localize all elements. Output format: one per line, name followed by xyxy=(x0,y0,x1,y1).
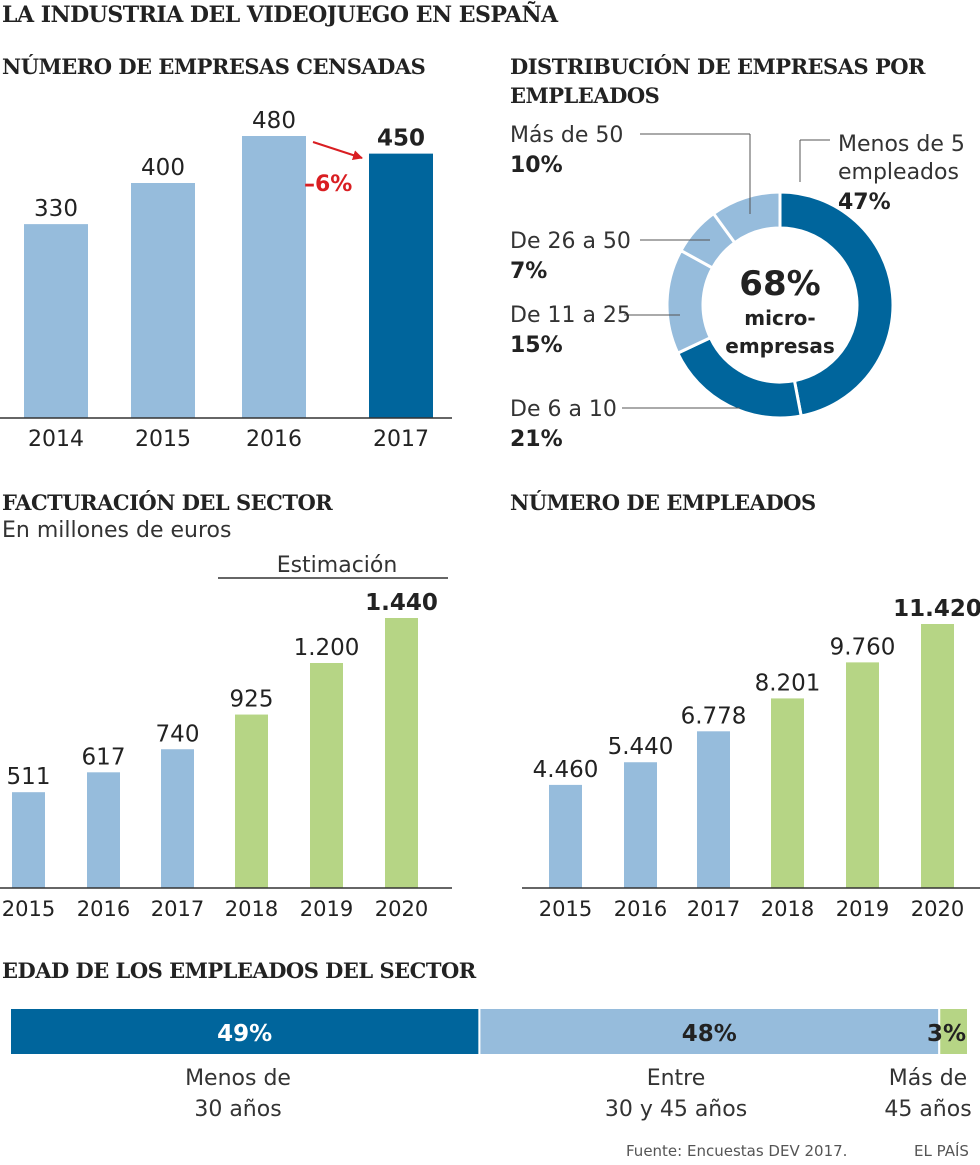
facturacion-bar-2015 xyxy=(12,792,45,888)
empleados-value-2019: 9.760 xyxy=(830,634,896,660)
empresas-bar-2015 xyxy=(131,183,195,418)
donut-center-line-2: empresas xyxy=(725,334,834,358)
facturacion-tick-2016: 2016 xyxy=(77,897,130,921)
estimate-label: Estimación xyxy=(277,553,398,578)
empleados-tick-2018: 2018 xyxy=(761,897,814,921)
empleados-value-2020: 11.420 xyxy=(893,596,980,622)
donut-label-4-0: Más de 50 xyxy=(510,123,623,148)
empleados-tick-2016: 2016 xyxy=(614,897,667,921)
facturacion-tick-2019: 2019 xyxy=(300,897,353,921)
edad-label-2-0: Más de xyxy=(889,1066,967,1091)
empresas-value-2017: 450 xyxy=(377,126,425,152)
facturacion-value-2016: 617 xyxy=(82,744,126,770)
edad-title: EDAD DE LOS EMPLEADOS DEL SECTOR xyxy=(2,958,476,983)
empleados-tick-2020: 2020 xyxy=(911,897,964,921)
edad-label-0-0: Menos de xyxy=(185,1066,291,1091)
donut-pct-3: 7% xyxy=(510,259,547,284)
empleados-bar-2017 xyxy=(697,731,730,888)
empleados-bar-2019 xyxy=(846,662,879,888)
donut-pct-1: 21% xyxy=(510,427,563,452)
facturacion-tick-2017: 2017 xyxy=(151,897,204,921)
facturacion-value-2020: 1.440 xyxy=(365,590,438,616)
donut-slice-4 xyxy=(711,190,782,245)
facturacion-subtitle: En millones de euros xyxy=(2,518,232,543)
empleados-bar-2020 xyxy=(921,624,954,888)
empresas-change-arrow xyxy=(312,141,363,160)
donut-pct-4: 10% xyxy=(510,153,563,178)
empleados-tick-2019: 2019 xyxy=(836,897,889,921)
facturacion-bar-2017 xyxy=(161,749,194,888)
empresas-value-2015: 400 xyxy=(141,155,185,181)
facturacion-value-2018: 925 xyxy=(230,687,274,713)
facturacion-bar-2016 xyxy=(87,772,120,888)
main-title: LA INDUSTRIA DEL VIDEOJUEGO EN ESPAÑA xyxy=(2,2,558,28)
donut-label-1-0: De 6 a 10 xyxy=(510,397,617,422)
empresas-tick-2016: 2016 xyxy=(246,427,302,452)
empresas-value-2016: 480 xyxy=(252,108,296,134)
empleados-value-2017: 6.778 xyxy=(681,703,747,729)
empresas-value-2014: 330 xyxy=(34,196,78,222)
facturacion-chart: 511 2015 617 2016 740 2017 925 2018 1.200 2019 1.4… xyxy=(0,553,452,921)
empleados-tick-2015: 2015 xyxy=(539,897,592,921)
edad-pct-1: 48% xyxy=(682,1021,737,1047)
edad-label-1-0: Entre xyxy=(647,1066,706,1091)
donut-label-2-0: De 11 a 25 xyxy=(510,303,631,328)
edad-chart: 49% Menos de 30 años 48% Entre 30 y 45 años 3%… xyxy=(9,1007,972,1122)
facturacion-bar-2019 xyxy=(310,663,343,888)
facturacion-title: FACTURACIÓN DEL SECTOR xyxy=(2,490,333,515)
empresas-bar-2014 xyxy=(24,224,88,418)
donut-slice-0 xyxy=(778,190,895,418)
facturacion-value-2015: 511 xyxy=(7,764,51,790)
empresas-change-label: –6% xyxy=(304,172,352,197)
edad-label-2-1: 45 años xyxy=(884,1097,971,1122)
empleados-title: NÚMERO DE EMPLEADOS xyxy=(510,490,816,515)
donut-center-line-1: micro- xyxy=(744,306,815,330)
donut-pct-2: 15% xyxy=(510,333,563,358)
facturacion-bar-2018 xyxy=(235,714,268,888)
edad-segment-1 xyxy=(478,1007,941,1056)
facturacion-value-2017: 740 xyxy=(156,721,200,747)
facturacion-tick-2018: 2018 xyxy=(225,897,278,921)
source-note: Fuente: Encuestas DEV 2017. xyxy=(626,1142,848,1160)
facturacion-tick-2015: 2015 xyxy=(2,897,55,921)
empresas-bar-2017 xyxy=(369,153,433,418)
brand-label: EL PAÍS xyxy=(914,1142,969,1160)
edad-pct-2: 3% xyxy=(927,1021,966,1047)
empresas-title: NÚMERO DE EMPRESAS CENSADAS xyxy=(2,54,426,79)
distribucion-title: DISTRIBUCIÓN DE EMPRESAS POR EMPLEADOS xyxy=(510,54,926,108)
donut-pct-0: 47% xyxy=(838,190,891,215)
edad-pct-0: 49% xyxy=(217,1021,272,1047)
empleados-bar-2016 xyxy=(624,762,657,888)
donut-label-0-0: Menos de 5 xyxy=(838,132,965,157)
facturacion-bar-2020 xyxy=(385,618,418,888)
empresas-tick-2015: 2015 xyxy=(135,427,191,452)
empresas-tick-2014: 2014 xyxy=(28,427,84,452)
edad-segment-2 xyxy=(938,1007,970,1056)
facturacion-value-2019: 1.200 xyxy=(294,635,360,661)
empleados-chart: 4.460 2015 5.440 2016 6.778 2017 8.201 2018 9.76… xyxy=(522,596,980,921)
empleados-value-2015: 4.460 xyxy=(533,757,599,783)
edad-label-0-1: 30 años xyxy=(194,1097,281,1122)
empleados-tick-2017: 2017 xyxy=(687,897,740,921)
distribucion-chart: 68%micro-empresas Menos de 5 empleados 47% D… xyxy=(510,123,965,452)
facturacion-tick-2020: 2020 xyxy=(375,897,428,921)
empleados-bar-2018 xyxy=(771,698,804,888)
empleados-value-2018: 8.201 xyxy=(755,670,821,696)
empleados-bar-2015 xyxy=(549,784,582,888)
empresas-bar-2016 xyxy=(242,136,306,418)
donut-slice-2 xyxy=(665,248,715,356)
empresas-tick-2017: 2017 xyxy=(373,427,429,452)
edad-label-1-1: 30 y 45 años xyxy=(605,1097,747,1122)
donut-center-value: 68% xyxy=(739,264,820,304)
donut-label-0-1: empleados xyxy=(838,160,959,185)
empleados-value-2016: 5.440 xyxy=(608,734,674,760)
donut-label-3-0: De 26 a 50 xyxy=(510,229,631,254)
empresas-chart: 330 2014 400 2015 480 2016 450 2017 –6% xyxy=(0,108,452,452)
